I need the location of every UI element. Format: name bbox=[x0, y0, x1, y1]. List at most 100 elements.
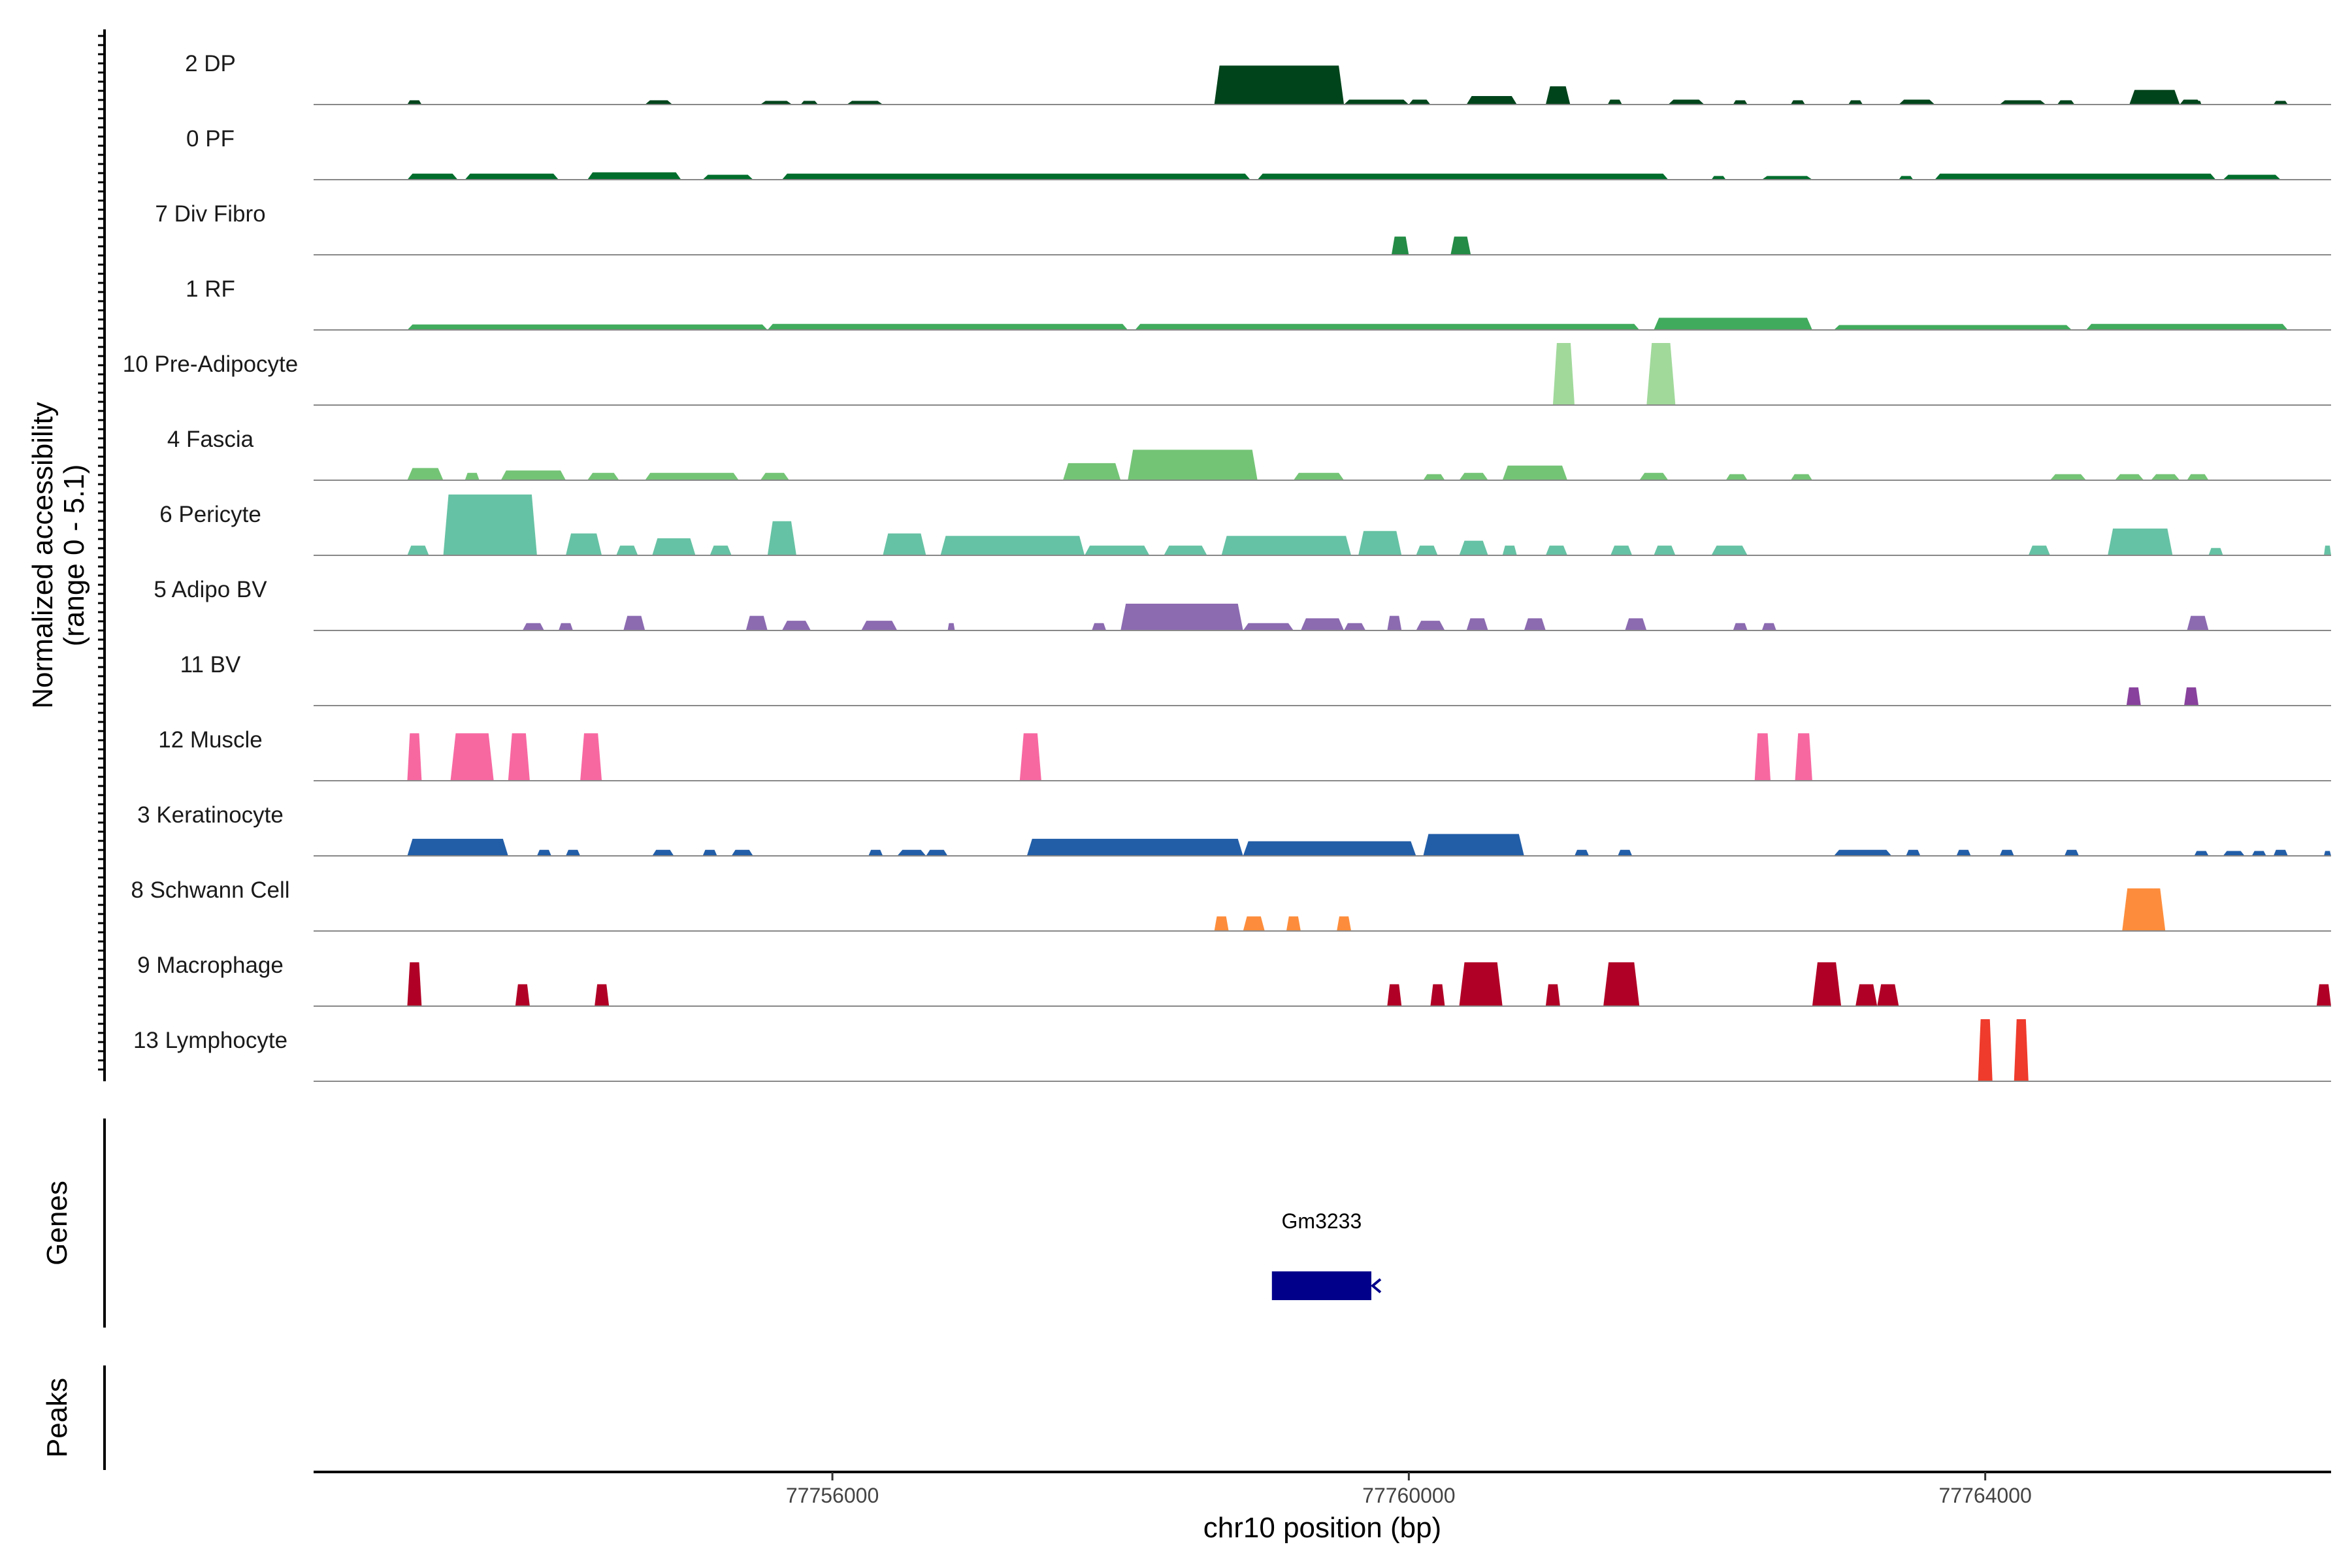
accessibility-peak bbox=[407, 324, 768, 330]
accessibility-peak bbox=[407, 733, 422, 781]
accessibility-peak bbox=[1733, 623, 1748, 630]
accessibility-peak bbox=[566, 533, 602, 555]
accessibility-peak bbox=[1899, 176, 1914, 180]
track-2-dp: 2 DP bbox=[185, 51, 2331, 105]
track-11-bv: 11 BV bbox=[180, 652, 2331, 706]
track-label: 13 Lymphocyte bbox=[133, 1028, 287, 1053]
accessibility-peak bbox=[2184, 687, 2199, 706]
accessibility-peak bbox=[1092, 623, 1107, 630]
accessibility-peak bbox=[1761, 623, 1776, 630]
accessibility-peak bbox=[1812, 962, 1842, 1006]
accessibility-peak bbox=[508, 733, 530, 781]
accessibility-peak bbox=[1725, 474, 1748, 480]
accessibility-peak bbox=[1214, 65, 1345, 105]
accessibility-peak bbox=[465, 472, 480, 480]
accessibility-peak bbox=[1639, 472, 1669, 480]
accessibility-peak bbox=[1164, 546, 1207, 555]
accessibility-peak bbox=[2251, 851, 2266, 856]
accessibility-peak bbox=[623, 615, 645, 630]
accessibility-peak bbox=[407, 173, 458, 180]
x-axis-ticks: 77756000 77760000 77764000 bbox=[786, 1472, 2032, 1507]
accessibility-peak bbox=[536, 849, 551, 856]
accessibility-peak bbox=[1855, 984, 1878, 1006]
accessibility-peak bbox=[407, 100, 422, 105]
accessibility-peak bbox=[1654, 546, 1676, 555]
accessibility-peak bbox=[587, 172, 681, 180]
accessibility-peak bbox=[1877, 984, 1899, 1006]
accessibility-peak bbox=[1646, 343, 1676, 405]
accessibility-peak bbox=[1416, 621, 1445, 630]
accessibility-peak bbox=[1128, 449, 1258, 480]
gene-body bbox=[1271, 1271, 1371, 1300]
accessibility-peak bbox=[1243, 623, 1294, 630]
accessibility-peak bbox=[1459, 962, 1503, 1006]
accessibility-peak bbox=[2108, 529, 2173, 555]
gene-label: Gm3233 bbox=[1282, 1209, 1362, 1233]
accessibility-peak bbox=[847, 101, 883, 105]
accessibility-peak bbox=[800, 101, 818, 105]
gene-strand-arrow bbox=[1370, 1278, 1382, 1294]
track-label: 10 Pre-Adipocyte bbox=[123, 351, 298, 377]
accessibility-peak bbox=[616, 546, 638, 555]
track-label: 2 DP bbox=[185, 51, 236, 76]
accessibility-peak bbox=[407, 838, 508, 856]
accessibility-peak bbox=[1790, 100, 1805, 105]
accessibility-peak bbox=[1834, 325, 2072, 330]
accessibility-peak bbox=[1524, 618, 1546, 630]
accessibility-peak bbox=[1243, 841, 1416, 856]
accessibility-peak bbox=[1607, 99, 1622, 105]
peaks-axis-title: Peaks bbox=[41, 1378, 73, 1458]
track-1-rf: 1 RF bbox=[186, 276, 2331, 331]
accessibility-peak bbox=[2223, 174, 2281, 180]
x-tick-label: 77764000 bbox=[1938, 1484, 2031, 1507]
track-13-lymphocyte: 13 Lymphocyte bbox=[133, 1019, 2331, 1082]
accessibility-peak bbox=[1618, 849, 1633, 856]
accessibility-peak bbox=[1978, 1019, 1993, 1081]
accessibility-peak bbox=[2324, 546, 2331, 555]
accessibility-peak bbox=[1711, 546, 1748, 555]
accessibility-peak bbox=[1063, 463, 1121, 480]
accessibility-peak bbox=[1300, 618, 1345, 630]
accessibility-peak bbox=[1358, 531, 1402, 555]
accessibility-peak bbox=[1085, 546, 1150, 555]
accessibility-peak bbox=[745, 615, 768, 630]
accessibility-peak bbox=[1430, 984, 1445, 1006]
accessibility-peak bbox=[2273, 101, 2288, 105]
accessibility-peak bbox=[465, 173, 559, 180]
track-0-pf: 0 PF bbox=[186, 126, 2331, 180]
accessibility-peak bbox=[1502, 465, 1567, 480]
accessibility-peak bbox=[2028, 546, 2050, 555]
accessibility-peak bbox=[1459, 472, 1488, 480]
track-12-muscle: 12 Muscle bbox=[158, 727, 2331, 781]
accessibility-peak bbox=[1344, 623, 1366, 630]
accessibility-peak bbox=[710, 546, 732, 555]
accessibility-peak bbox=[1790, 474, 1812, 480]
track-8-schwann-cell: 8 Schwann Cell bbox=[131, 877, 2331, 932]
accessibility-peak bbox=[595, 984, 610, 1006]
accessibility-peak bbox=[2187, 474, 2209, 480]
accessibility-peak bbox=[1834, 849, 1892, 856]
accessibility-peak bbox=[1387, 984, 1402, 1006]
accessibility-peak bbox=[1423, 474, 1445, 480]
accessibility-peak bbox=[1545, 86, 1571, 105]
accessibility-peak bbox=[868, 849, 883, 856]
accessibility-peak bbox=[2129, 90, 2180, 105]
accessibility-peak bbox=[2324, 851, 2331, 856]
track-label: 6 Pericyte bbox=[159, 502, 261, 527]
accessibility-peak bbox=[1337, 916, 1352, 931]
accessibility-peak bbox=[450, 733, 494, 781]
accessibility-peak bbox=[1019, 733, 1041, 781]
accessibility-peak bbox=[1956, 849, 1971, 856]
accessibility-peak bbox=[1761, 176, 1812, 180]
accessibility-peak bbox=[1610, 546, 1633, 555]
accessibility-peak bbox=[1545, 984, 1560, 1006]
accessibility-peak bbox=[781, 173, 1250, 180]
track-label: 5 Adipo BV bbox=[154, 577, 267, 602]
track-label: 8 Schwann Cell bbox=[131, 877, 289, 903]
coverage-y-ticks bbox=[98, 35, 105, 1071]
accessibility-peak bbox=[2064, 849, 2079, 856]
accessibility-peak bbox=[1935, 173, 2216, 180]
accessibility-peak bbox=[702, 174, 753, 180]
accessibility-peak bbox=[2151, 474, 2180, 480]
x-axis-title: chr10 position (bp) bbox=[1203, 1512, 1441, 1544]
